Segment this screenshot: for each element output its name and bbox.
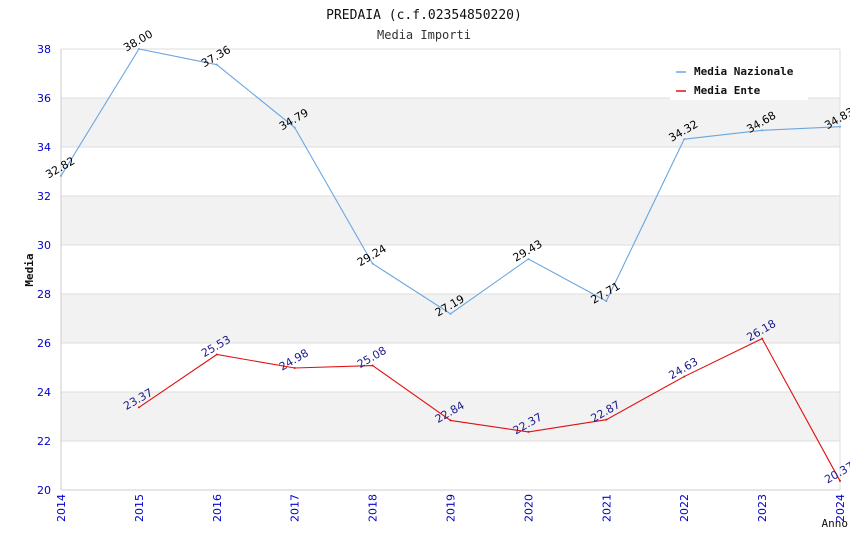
data-label-media-ente-2022: 24.63 — [667, 355, 701, 382]
legend-label-media-ente: Media Ente — [694, 84, 761, 97]
y-tick-label-36: 36 — [37, 92, 51, 105]
x-tick-label-2017: 2017 — [289, 494, 302, 522]
data-point-media-ente-2018 — [371, 364, 374, 367]
y-axis-label: Media — [23, 253, 36, 286]
band-22-24 — [61, 392, 840, 441]
data-point-media-ente-2023 — [761, 337, 764, 340]
chart-subtitle: Media Importi — [377, 28, 471, 42]
data-label-media-ente-2017: 24.98 — [277, 346, 311, 373]
data-point-media-nazionale-2024 — [839, 125, 841, 128]
y-tick-label-26: 26 — [37, 337, 51, 350]
x-tick-label-2016: 2016 — [211, 494, 224, 522]
y-tick-label-22: 22 — [37, 435, 51, 448]
band-34-36 — [61, 98, 840, 147]
data-point-media-ente-2015 — [137, 406, 140, 409]
y-tick-label-30: 30 — [37, 239, 51, 252]
data-label-media-nazionale-2016: 37.36 — [199, 43, 233, 70]
y-tick-label-20: 20 — [37, 484, 51, 497]
y-tick-label-38: 38 — [37, 43, 51, 56]
data-point-media-ente-2020 — [527, 430, 530, 433]
data-point-media-nazionale-2016 — [215, 63, 218, 66]
x-tick-label-2014: 2014 — [55, 494, 68, 522]
data-point-media-ente-2021 — [605, 418, 608, 421]
x-tick-label-2018: 2018 — [367, 494, 380, 522]
data-point-media-ente-2024 — [839, 479, 841, 482]
data-point-media-nazionale-2019 — [449, 312, 452, 315]
y-tick-label-32: 32 — [37, 190, 51, 203]
data-point-media-nazionale-2023 — [761, 129, 764, 132]
legend-box — [670, 59, 808, 100]
data-label-media-ente-2018: 25.08 — [355, 344, 389, 371]
data-label-media-nazionale-2014: 32.82 — [43, 154, 77, 181]
band-26-28 — [61, 294, 840, 343]
x-tick-label-2024: 2024 — [834, 494, 847, 522]
data-point-media-nazionale-2015 — [137, 48, 140, 50]
data-label-media-nazionale-2018: 29.24 — [355, 242, 389, 269]
x-tick-label-2020: 2020 — [522, 494, 535, 522]
band-30-32 — [61, 196, 840, 245]
y-tick-label-34: 34 — [37, 141, 51, 154]
data-point-media-ente-2019 — [449, 419, 452, 422]
data-point-media-nazionale-2022 — [683, 138, 686, 141]
background-bands — [61, 98, 840, 441]
data-point-media-nazionale-2021 — [605, 300, 608, 303]
data-point-media-nazionale-2017 — [293, 126, 296, 129]
x-tick-label-2022: 2022 — [678, 494, 691, 522]
gridlines — [61, 48, 841, 491]
y-axis-ticks: 20 22 24 26 28 30 32 34 36 38 — [37, 43, 51, 497]
x-axis-label: Anno — [822, 517, 849, 530]
x-tick-label-2015: 2015 — [133, 494, 146, 522]
series-line-media-ente — [138, 337, 841, 482]
y-tick-label-24: 24 — [37, 386, 51, 399]
y-tick-label-28: 28 — [37, 288, 51, 301]
data-point-media-nazionale-2014 — [60, 174, 62, 177]
legend-label-media-nazionale: Media Nazionale — [694, 65, 794, 78]
data-point-media-ente-2022 — [683, 375, 686, 378]
data-label-media-ente-2024: 20.37 — [822, 459, 850, 486]
chart-title: PREDAIA (c.f.02354850220) — [326, 8, 522, 23]
data-point-media-ente-2016 — [215, 353, 218, 356]
data-point-media-nazionale-2020 — [527, 257, 530, 260]
x-axis-ticks: 2014 2015 2016 2017 2018 2019 2020 2021 2022 2023… — [55, 494, 847, 522]
x-tick-label-2021: 2021 — [600, 494, 613, 522]
data-point-media-ente-2017 — [293, 366, 296, 369]
data-point-media-nazionale-2018 — [371, 262, 374, 265]
legend: Media Nazionale Media Ente — [670, 59, 808, 100]
x-tick-label-2023: 2023 — [756, 494, 769, 522]
x-tick-label-2019: 2019 — [445, 494, 458, 522]
